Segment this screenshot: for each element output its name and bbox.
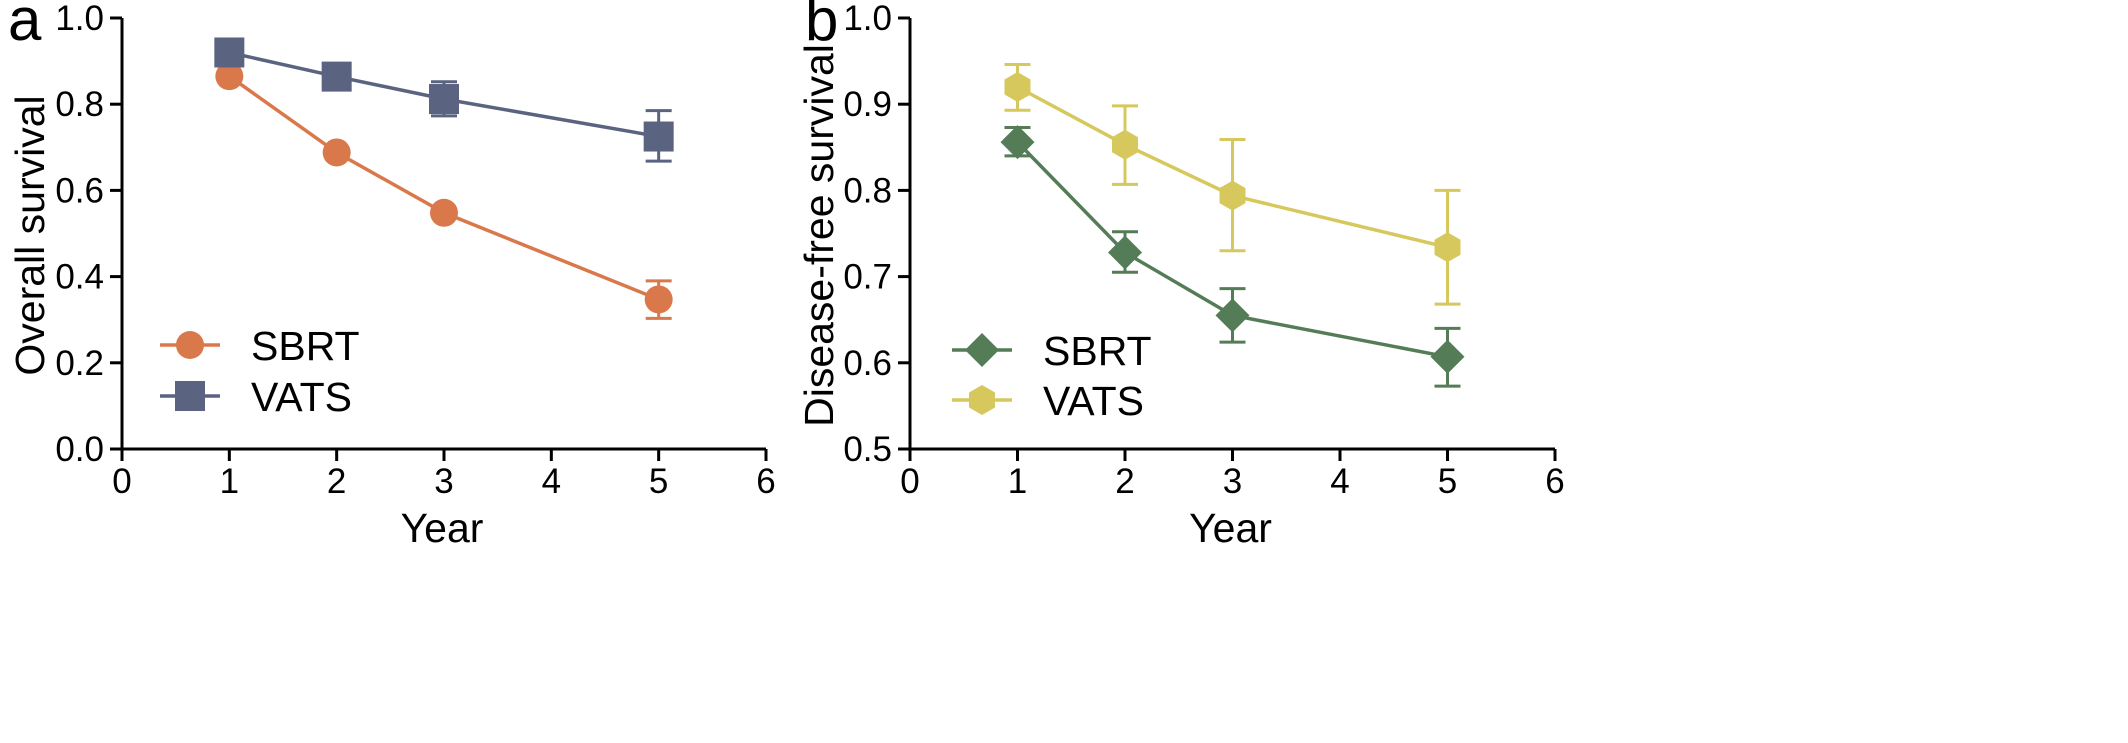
legend-marker	[965, 333, 999, 367]
data-point	[644, 285, 673, 314]
x-tick-label: 2	[327, 462, 346, 501]
series-vats	[214, 37, 674, 163]
legend-marker	[176, 331, 204, 359]
legend-item-vats: VATS	[160, 374, 352, 420]
series-sbrt	[1000, 125, 1465, 388]
x-tick-label: 6	[756, 462, 775, 501]
panel-letter: b	[805, 0, 838, 53]
y-tick-label: 0.9	[843, 85, 892, 124]
series-sbrt	[215, 62, 673, 320]
x-tick-label: 3	[434, 462, 453, 501]
x-tick-label: 1	[1008, 462, 1027, 501]
y-tick-label: 0.8	[843, 171, 892, 210]
data-point	[643, 121, 674, 152]
y-tick-label: 0.6	[55, 171, 104, 210]
data-point	[214, 37, 245, 68]
data-point	[1215, 298, 1250, 333]
data-point	[321, 61, 352, 92]
data-point	[322, 138, 351, 167]
data-point	[215, 62, 244, 91]
series-line	[1016, 85, 1448, 250]
y-tick-label: 0.6	[843, 344, 892, 383]
y-tick-label: 0.2	[55, 344, 104, 383]
series-line	[228, 50, 660, 139]
x-tick-label: 3	[1223, 462, 1242, 501]
x-tick-label: 6	[1545, 462, 1564, 501]
x-tick-label: 5	[649, 462, 668, 501]
y-tick-label: 0.8	[55, 85, 104, 124]
y-tick-label: 0.4	[55, 258, 104, 297]
data-point	[1108, 235, 1142, 270]
legend-label: SBRT	[1043, 328, 1152, 374]
y-axis-title: Disease-free survival	[796, 44, 842, 427]
x-axis-title: Year	[1189, 505, 1272, 551]
y-tick-label: 0.0	[55, 430, 104, 469]
series-line	[1016, 140, 1448, 359]
data-point	[1004, 72, 1031, 102]
legend-item-vats: VATS	[952, 378, 1144, 424]
y-tick-label: 0.5	[843, 430, 892, 469]
x-tick-label: 4	[1330, 462, 1349, 501]
y-tick-label: 1.0	[843, 0, 892, 38]
x-tick-label: 1	[220, 462, 239, 501]
data-point	[1000, 125, 1035, 160]
data-point	[1434, 232, 1461, 263]
data-point	[430, 198, 458, 227]
y-axis-title: Overall survival	[7, 95, 53, 375]
legend-marker	[175, 381, 205, 411]
chart-panel-b: b 0 1 2 3 4 5 6 0.5 0.6 0.7 0.8 0.9 1.0 Year Disease-fr…	[796, 0, 1565, 551]
x-tick-label: 2	[1115, 462, 1134, 501]
panel-letter: a	[8, 0, 42, 53]
legend-label: SBRT	[251, 323, 360, 369]
y-tick-label: 1.0	[55, 0, 104, 38]
series-line	[228, 74, 660, 302]
data-point	[1219, 180, 1246, 211]
legend-marker	[969, 385, 995, 415]
x-tick-label: 4	[542, 462, 561, 501]
legend-label: VATS	[1043, 378, 1144, 424]
legend-label: VATS	[251, 374, 352, 420]
x-tick-label: 0	[900, 462, 919, 501]
x-axis-title: Year	[401, 505, 484, 551]
data-point	[1430, 339, 1465, 374]
legend-item-sbrt: SBRT	[160, 323, 360, 369]
series-vats	[1004, 63, 1461, 306]
y-tick-label: 0.7	[843, 258, 892, 297]
data-point	[1112, 129, 1138, 160]
legend-item-sbrt: SBRT	[952, 328, 1152, 374]
x-tick-label: 0	[112, 462, 131, 501]
data-point	[429, 84, 459, 115]
chart-panel-a: a 0 1 2 3 4 5 6 0.0 0.2 0.4 0.6 0.8 1.0 Year Overall su…	[7, 0, 776, 551]
x-tick-label: 5	[1438, 462, 1457, 501]
